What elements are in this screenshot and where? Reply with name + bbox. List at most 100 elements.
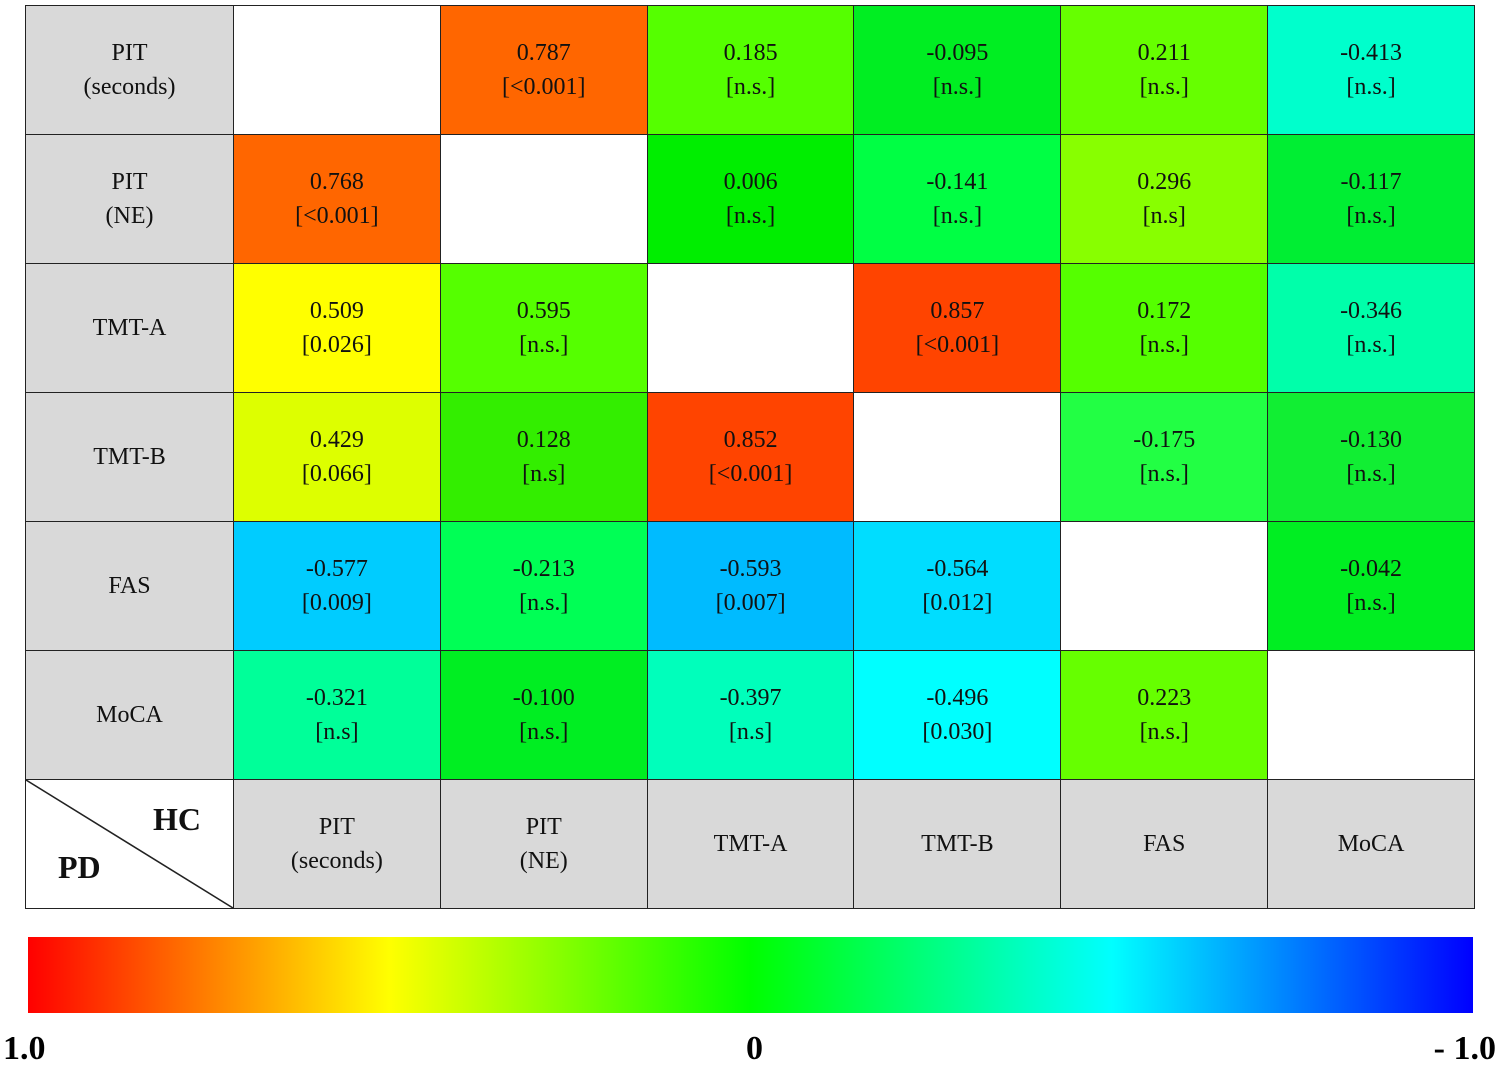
cell-p-value: [n.s.] [1139, 332, 1189, 358]
cell-p-value: [n.s.] [725, 74, 776, 100]
cell-p-value: [n.s.] [519, 590, 569, 616]
cell-value: -0.413 [1340, 40, 1403, 66]
cell-value: -0.175 [1133, 427, 1196, 453]
column-header: TMT-B [853, 779, 1062, 909]
matrix-row: TMT-B 0.429 [0.066] 0.128 [n.s] 0.852 [<0.001]… [25, 392, 1475, 522]
cell-value: -0.577 [305, 556, 368, 582]
cell-value: 0.006 [723, 169, 778, 195]
cell-value: 0.768 [309, 169, 364, 195]
heatmap-cell: -0.413 [n.s.] [1267, 5, 1475, 135]
cell-value: -0.213 [512, 556, 575, 582]
column-header-line: (seconds) [290, 848, 383, 874]
cell-p-value: [0.007] [715, 590, 786, 616]
cell-value: -0.496 [926, 685, 989, 711]
row-header: TMT-B [25, 392, 234, 522]
corner-cell: HC PD [25, 779, 234, 909]
cell-p-value: [n.s] [1142, 203, 1186, 229]
heatmap-cell: 0.509 [0.026] [233, 263, 441, 393]
matrix-row: FAS -0.577 [0.009] -0.213 [n.s.] -0.593 [0.007… [25, 521, 1475, 651]
row-header-line: TMT-A [92, 315, 167, 341]
cell-value: -0.095 [926, 40, 989, 66]
colorbar-tick-zero: 0 [746, 1030, 763, 1067]
cell-value: -0.130 [1340, 427, 1403, 453]
cell-value: -0.117 [1340, 169, 1402, 195]
diagonal-cell [1267, 650, 1475, 780]
heatmap-cell: 0.768 [<0.001] [233, 134, 441, 264]
cell-p-value: [0.009] [301, 590, 372, 616]
cell-p-value: [n.s] [315, 719, 359, 745]
row-header-line: PIT [111, 169, 148, 195]
heatmap-cell: -0.042 [n.s.] [1267, 521, 1475, 651]
heatmap-cell: -0.346 [n.s.] [1267, 263, 1475, 393]
diagonal-cell [1060, 521, 1269, 651]
row-header-line: PIT [111, 40, 148, 66]
diagonal-cell [646, 263, 855, 393]
cell-value: 0.296 [1137, 169, 1192, 195]
heatmap-cell: -0.593 [0.007] [646, 521, 855, 651]
cell-p-value: [n.s.] [519, 719, 569, 745]
cell-value: -0.346 [1340, 298, 1403, 324]
cell-p-value: [n.s.] [725, 203, 776, 229]
heatmap-cell: -0.213 [n.s.] [439, 521, 648, 651]
cell-p-value: [<0.001] [708, 461, 793, 487]
matrix-row: MoCA -0.321 [n.s] -0.100 [n.s.] -0.397 [n.s] -0… [25, 650, 1475, 780]
row-header-line: (seconds) [83, 74, 176, 100]
heatmap-cell: 0.429 [0.066] [233, 392, 441, 522]
cell-p-value: [0.066] [301, 461, 372, 487]
column-header-line: TMT-B [921, 831, 994, 857]
column-header-line: MoCA [1337, 831, 1405, 857]
cell-value: 0.852 [723, 427, 778, 453]
column-header-line: (NE) [519, 848, 568, 874]
column-header-row: HC PD PIT (seconds) PIT (NE) TMT-A TMT-B FAS MoCA [25, 779, 1475, 909]
cell-value: -0.100 [512, 685, 575, 711]
cell-value: 0.185 [723, 40, 778, 66]
row-header-line: (NE) [105, 203, 154, 229]
cell-p-value: [n.s.] [1346, 461, 1396, 487]
cell-p-value: [n.s.] [932, 203, 983, 229]
heatmap-cell: 0.787 [<0.001] [439, 5, 648, 135]
cell-value: 0.509 [309, 298, 364, 324]
cell-value: 0.211 [1137, 40, 1191, 66]
column-header-line: PIT [318, 814, 355, 840]
row-header-line: MoCA [96, 702, 163, 728]
column-header: MoCA [1267, 779, 1475, 909]
heatmap-cell: 0.223 [n.s.] [1060, 650, 1269, 780]
cell-p-value: [0.026] [301, 332, 372, 358]
cell-p-value: [<0.001] [295, 203, 379, 229]
heatmap-cell: -0.397 [n.s] [646, 650, 855, 780]
cell-value: 0.172 [1137, 298, 1192, 324]
cell-p-value: [n.s.] [1139, 461, 1189, 487]
cell-value: -0.593 [719, 556, 782, 582]
diagonal-divider [26, 780, 233, 908]
row-header: TMT-A [25, 263, 234, 393]
column-header-line: TMT-A [713, 831, 788, 857]
heatmap-cell: 0.185 [n.s.] [646, 5, 855, 135]
heatmap-cell: -0.100 [n.s.] [439, 650, 648, 780]
cell-p-value: [n.s.] [1346, 74, 1396, 100]
cell-p-value: [0.012] [922, 590, 993, 616]
cell-p-value: [n.s.] [1346, 590, 1396, 616]
heatmap-cell: -0.577 [0.009] [233, 521, 441, 651]
heatmap-cell: -0.564 [0.012] [853, 521, 1062, 651]
heatmap-cell: 0.296 [n.s] [1060, 134, 1269, 264]
heatmap-cell: 0.128 [n.s] [439, 392, 648, 522]
diagonal-cell [233, 5, 441, 135]
row-axis-label: PD [58, 849, 101, 885]
heatmap-cell: 0.857 [<0.001] [853, 263, 1062, 393]
cell-p-value: [<0.001] [501, 74, 586, 100]
column-header: PIT (seconds) [233, 779, 441, 909]
colorbar-gradient [28, 937, 1473, 1013]
heatmap-cell: -0.130 [n.s.] [1267, 392, 1475, 522]
cell-value: 0.595 [516, 298, 571, 324]
matrix-row: PIT (seconds) 0.787 [<0.001] 0.185 [n.s.] -0.0… [25, 5, 1475, 135]
col-axis-label: HC [153, 801, 201, 837]
heatmap-cell: -0.141 [n.s.] [853, 134, 1062, 264]
colorbar-tick-min: - 1.0 [1433, 1030, 1496, 1067]
heatmap-cell: -0.095 [n.s.] [853, 5, 1062, 135]
cell-value: -0.042 [1340, 556, 1403, 582]
column-header: PIT (NE) [439, 779, 648, 909]
cell-value: -0.321 [305, 685, 368, 711]
matrix-row: TMT-A 0.509 [0.026] 0.595 [n.s.] 0.857 [<0.001… [25, 263, 1475, 393]
cell-p-value: [n.s] [728, 719, 773, 745]
cell-p-value: [n.s.] [1346, 332, 1396, 358]
